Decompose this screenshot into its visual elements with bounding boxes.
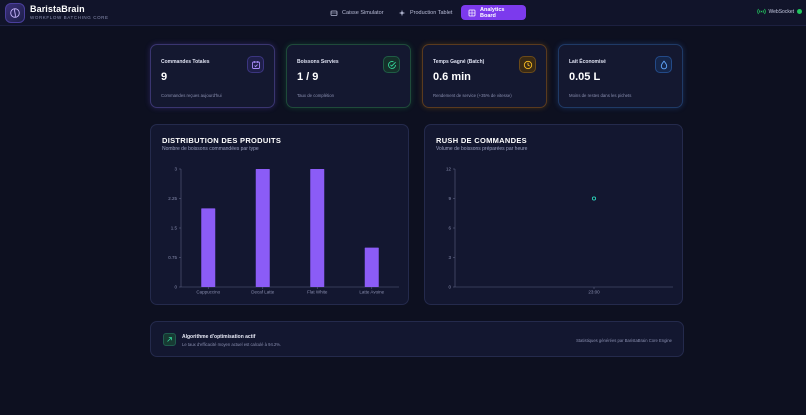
y-tick-label: 0 <box>174 285 177 290</box>
card-subtitle: Commandes reçues aujourd'hui <box>161 93 222 98</box>
panel-subtitle: Volume de boissons préparées par heure <box>436 146 528 152</box>
x-tick-label: Latte Avoine <box>359 290 384 295</box>
data-point <box>591 196 597 201</box>
bar <box>255 169 270 287</box>
y-tick-label: 6 <box>448 226 451 231</box>
x-tick-label: Flat White <box>307 290 328 295</box>
y-tick-label: 0.75 <box>168 255 177 260</box>
signal-icon <box>756 8 766 15</box>
rush-chart: 0 3 6 9 12 23:00 <box>446 167 673 295</box>
nav-caisse-simulator[interactable]: Caisse Simulator <box>323 5 391 20</box>
register-icon <box>330 9 338 17</box>
nav-analytics-board[interactable]: Analytics Board <box>461 5 526 20</box>
card-title: Commandes Totales <box>161 59 210 65</box>
nav-label: Caisse Simulator <box>342 9 384 16</box>
websocket-status: WebSocket <box>756 8 802 15</box>
card-title: Boissons Servies <box>297 59 339 65</box>
card-subtitle: Moins de restes dans les pichets <box>569 93 632 98</box>
x-tick-label: 23:00 <box>588 290 600 295</box>
card-value: 0.05 L <box>569 71 601 83</box>
panel-title: RUSH DE COMMANDES <box>436 136 527 145</box>
card-drinks-served: Boissons Servies 1 / 9 Taux de complétio… <box>286 44 411 108</box>
websocket-status-dot <box>797 9 802 14</box>
coffee-bean-icon <box>10 8 20 18</box>
nav-label: Analytics Board <box>480 6 505 19</box>
brand-name: BaristaBrain <box>30 4 85 14</box>
y-tick-label: 3 <box>174 167 177 172</box>
y-tick-label: 9 <box>448 196 451 201</box>
card-title: Temps Gagné (Batch) <box>433 59 485 65</box>
card-title: Lait Économisé <box>569 59 606 65</box>
websocket-label: WebSocket <box>768 8 794 15</box>
top-bar: BaristaBrain WORKFLOW BATCHING CORE Cais… <box>0 0 806 26</box>
card-value: 0.6 min <box>433 71 471 83</box>
optimization-status-bar: Algorithme d'optimisation actif Le taux … <box>150 321 684 357</box>
panel-order-rush: RUSH DE COMMANDES Volume de boissons pré… <box>424 124 683 305</box>
bar <box>310 169 325 287</box>
panel-subtitle: Nombre de boissons commandées par type <box>162 146 259 152</box>
y-tick-label: 0 <box>448 285 451 290</box>
grid-icon <box>468 9 476 17</box>
logo <box>5 3 25 23</box>
nav-production-tablet[interactable]: Production Tablet <box>391 5 459 20</box>
card-total-orders: Commandes Totales 9 Commandes reçues auj… <box>150 44 275 108</box>
card-subtitle: Taux de complétion <box>297 93 335 98</box>
y-tick-label: 3 <box>448 255 451 260</box>
card-subtitle: Rendement de service (+35% de vitesse) <box>433 93 512 98</box>
check-circle-icon <box>383 56 400 73</box>
x-tick-label: Decaf Latte <box>251 290 275 295</box>
brand-tagline: WORKFLOW BATCHING CORE <box>30 15 109 20</box>
sparkle-icon <box>398 9 406 17</box>
calendar-check-icon <box>247 56 264 73</box>
panel-product-distribution: DISTRIBUTION DES PRODUITS Nombre de bois… <box>150 124 409 305</box>
bar-chart: 0 0.75 1.5 2.25 3 Cappuccino Decaf Latte Flat W… <box>168 167 399 295</box>
trend-arrow-icon <box>163 333 176 346</box>
droplet-icon <box>655 56 672 73</box>
clock-icon <box>519 56 536 73</box>
nav-label: Production Tablet <box>410 9 453 16</box>
footer-subtitle: Le taux d'efficacité moyen actuel est ca… <box>182 341 282 347</box>
card-value: 9 <box>161 71 168 83</box>
y-tick-label: 1.5 <box>171 226 178 231</box>
bar <box>201 208 216 287</box>
card-time-saved: Temps Gagné (Batch) 0.6 min Rendement de… <box>422 44 547 108</box>
footer-credit: Statistiques générées par BaristaBrain C… <box>576 338 672 343</box>
footer-title: Algorithme d'optimisation actif <box>182 334 256 340</box>
x-tick-label: Cappuccino <box>196 290 220 295</box>
card-milk-saved: Lait Économisé 0.05 L Moins de restes da… <box>558 44 683 108</box>
y-tick-label: 2.25 <box>168 196 177 201</box>
card-value: 1 / 9 <box>297 71 319 83</box>
y-tick-label: 12 <box>446 167 452 172</box>
panel-title: DISTRIBUTION DES PRODUITS <box>162 136 282 145</box>
bar <box>364 247 379 287</box>
